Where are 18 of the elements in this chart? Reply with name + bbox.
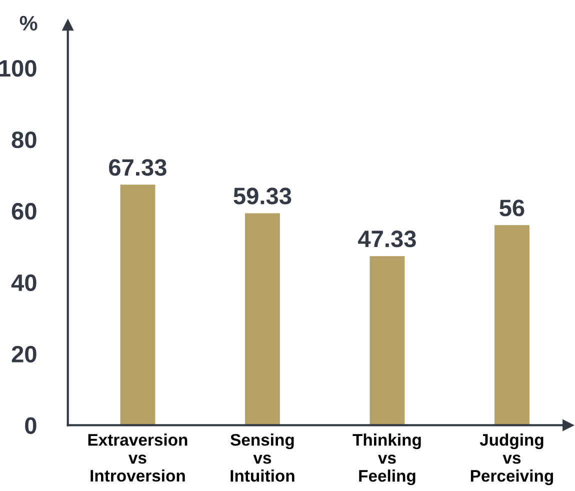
y-tick-label: 20 bbox=[12, 346, 36, 363]
x-tick-label: Thinking vs Feeling bbox=[352, 434, 421, 486]
bar bbox=[120, 184, 156, 426]
data-label: 56 bbox=[500, 200, 524, 216]
data-label: 59.33 bbox=[234, 188, 292, 204]
bar bbox=[370, 256, 405, 426]
bar bbox=[244, 213, 280, 426]
y-tick-label: 80 bbox=[12, 131, 36, 148]
x-tick-label: Sensing vs Intuition bbox=[230, 434, 294, 482]
bar bbox=[494, 225, 530, 426]
y-tick-label: 40 bbox=[11, 274, 36, 292]
y-tick-label: 0 bbox=[25, 417, 36, 434]
y-tick-label: 60 bbox=[12, 202, 36, 220]
data-label: 47.33 bbox=[358, 230, 416, 248]
x-tick-label: Judging vs Perceiving bbox=[470, 434, 553, 486]
data-label: 67.33 bbox=[109, 159, 166, 176]
x-tick-label: Extraversion vs Introversion bbox=[88, 434, 188, 482]
y-axis-title: % bbox=[20, 16, 38, 31]
